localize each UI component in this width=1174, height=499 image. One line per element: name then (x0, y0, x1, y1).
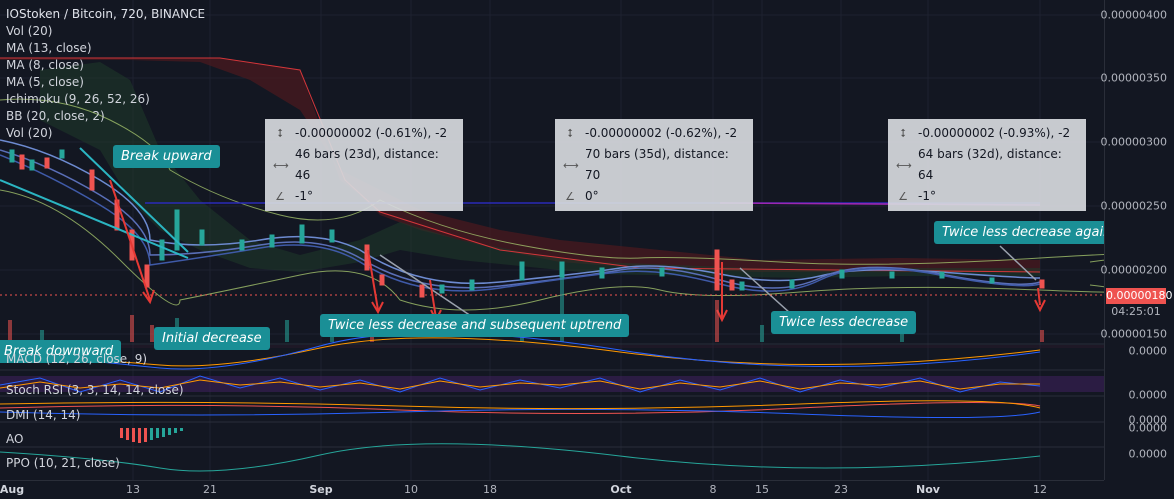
indicator-label[interactable]: Ichimoku (9, 26, 52, 26) (6, 92, 150, 106)
price-range-icon: ⭥ (277, 127, 283, 140)
dmi-minus-line (0, 401, 1041, 415)
price-tick: 0.00000400 (1100, 8, 1167, 22)
price-tick: 0.00000150 (1100, 327, 1167, 341)
indicator-label[interactable]: MA (13, close) (6, 41, 92, 55)
measure-bars: 64 bars (32d), distance: 64 (918, 147, 1062, 182)
annotation-initial-decrease[interactable]: Initial decrease (154, 327, 270, 350)
price-tick: 0.00000350 (1100, 71, 1167, 85)
measure-price-change: -0.00000002 (-0.93%), -2 (918, 126, 1071, 140)
trendline[interactable] (379, 254, 481, 323)
angle-icon: ∠ (898, 190, 908, 203)
price-tick: 0.00000300 (1100, 135, 1167, 149)
time-tick: 10 (404, 483, 418, 496)
stoch-pane-label[interactable]: Stoch RSI (3, 3, 14, 14, close) (6, 383, 184, 397)
time-tick: Aug (0, 483, 25, 496)
time-tick: 13 (126, 483, 140, 496)
macd-pane-label[interactable]: MACD (12, 26, close, 9) (6, 352, 148, 366)
time-tick: Oct (610, 483, 632, 496)
indicator-legend: IOStoken / Bitcoin, 720, BINANCE Vol (20… (6, 6, 205, 142)
measure-angle: -1° (295, 189, 313, 203)
time-tick: 12 (1033, 483, 1047, 496)
price-axis[interactable]: 0.00000400 0.00000350 0.00000300 0.00000… (1100, 0, 1174, 480)
annotation-twice-less-again[interactable]: Twice less decrease again (934, 221, 1120, 244)
stoch-band (0, 376, 1104, 392)
measurement-box[interactable]: ⭥ -0.00000002 (-0.62%), -2 ⟷ 70 bars (35d)… (555, 119, 753, 211)
down-arrows (109, 179, 1046, 323)
annotation-twice-less-uptrend[interactable]: Twice less decrease and subsequent uptre… (320, 314, 630, 337)
time-tick: Sep (309, 483, 333, 496)
bars-range-icon: ⟷ (563, 158, 579, 172)
current-price-label: 0.00000180 (1106, 288, 1173, 304)
adx-line (0, 400, 1041, 410)
time-tick: 21 (203, 483, 217, 496)
ppo-line (0, 443, 1041, 472)
ao-pane-label[interactable]: AO (6, 432, 24, 446)
annotation-break-downward[interactable]: Break downward (0, 340, 122, 363)
bollinger-lower-line (0, 189, 1126, 311)
trendline[interactable] (79, 147, 189, 253)
ao-histogram (120, 428, 183, 443)
angle-icon: ∠ (565, 190, 575, 203)
measure-bars: 70 bars (35d), distance: 70 (585, 147, 729, 182)
price-tick: 0.00000200 (1100, 263, 1167, 277)
ppo-pane-label[interactable]: PPO (10, 21, close) (6, 456, 120, 470)
bar-countdown-label: 04:25:01 (1106, 304, 1166, 320)
price-tick: 0.00000250 (1100, 199, 1167, 213)
bars-range-icon: ⟷ (896, 158, 912, 172)
macd-signal-line (0, 337, 1041, 367)
ao-value: 0.0000 (1128, 421, 1168, 435)
trendline[interactable] (0, 179, 189, 259)
time-tick: 15 (755, 483, 769, 496)
bars-range-icon: ⟷ (273, 158, 289, 172)
annotation-break-upward[interactable]: Break upward (113, 145, 220, 168)
ppo-value: 0.0000 (1128, 447, 1168, 461)
indicator-label[interactable]: MA (8, close) (6, 58, 84, 72)
time-tick: Nov (916, 483, 940, 496)
macd-value: 0.0000 (1128, 344, 1168, 358)
dmi-plus-line (0, 408, 1041, 419)
time-tick: 23 (834, 483, 848, 496)
time-tick: 8 (709, 483, 717, 496)
stoch-k-line (0, 375, 1041, 393)
moving-average-line (0, 149, 1041, 289)
stoch-value: 0.0000 (1128, 388, 1168, 402)
dmi-pane-label[interactable]: DMI (14, 14) (6, 408, 81, 422)
measurement-box[interactable]: ⭥ -0.00000002 (-0.93%), -2 ⟷ 64 bars (32d)… (888, 119, 1086, 211)
time-tick: 18 (483, 483, 497, 496)
indicator-label[interactable]: Vol (20) (6, 24, 53, 38)
measure-bars: 46 bars (23d), distance: 46 (295, 147, 439, 182)
price-range-icon: ⭥ (900, 127, 906, 140)
measurement-box[interactable]: ⭥ -0.00000002 (-0.61%), -2 ⟷ 46 bars (23d)… (265, 119, 463, 211)
angle-icon: ∠ (275, 190, 285, 203)
annotation-twice-less[interactable]: Twice less decrease (771, 311, 917, 334)
measure-price-change: -0.00000002 (-0.62%), -2 (585, 126, 738, 140)
trendline[interactable] (999, 245, 1037, 281)
price-range-icon: ⭥ (567, 127, 573, 140)
symbol-title[interactable]: IOStoken / Bitcoin, 720, BINANCE (6, 7, 206, 21)
indicator-label[interactable]: Vol (20) (6, 126, 53, 140)
measure-angle: -1° (918, 189, 936, 203)
time-axis[interactable]: Aug 13 21 Sep 10 18 Oct 8 15 23 Nov 12 (0, 480, 1104, 499)
indicator-label[interactable]: BB (20, close, 2) (6, 109, 105, 123)
stoch-d-line (0, 379, 1040, 390)
measure-price-change: -0.00000002 (-0.61%), -2 (295, 126, 448, 140)
dmi-value: 0.0000 (1128, 413, 1168, 427)
moving-average-line (0, 154, 1041, 292)
measure-angle: 0° (585, 189, 599, 203)
indicator-label[interactable]: MA (5, close) (6, 75, 84, 89)
